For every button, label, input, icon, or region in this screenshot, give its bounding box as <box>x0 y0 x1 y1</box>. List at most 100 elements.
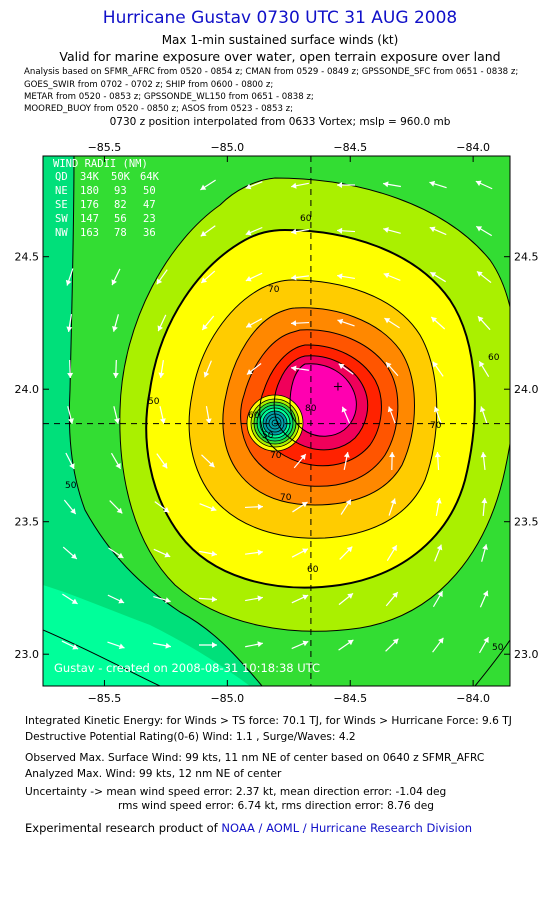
contour-label: 60 <box>488 353 500 363</box>
wind-arrow <box>67 359 74 379</box>
wind-arrow <box>385 638 399 652</box>
wind-arrow <box>62 593 78 605</box>
wind-arrow <box>245 226 263 236</box>
band-90kt <box>290 363 357 437</box>
wind-arrow <box>383 181 401 188</box>
lat-tick-label: 24.0 <box>514 383 539 396</box>
wind-arrow <box>110 452 122 470</box>
lat-tick-label: 23.5 <box>514 516 539 529</box>
wind-arrow <box>389 451 396 471</box>
wind-arrow <box>290 274 310 281</box>
radii-50kt: 50K <box>111 171 131 183</box>
wind-arrow <box>67 406 74 424</box>
eye-contours <box>246 394 304 452</box>
radii-quadrant: SE <box>55 199 68 211</box>
wind-arrow <box>246 362 262 376</box>
wind-arrow <box>203 360 212 378</box>
contour-labels: 60 70 60 50 50 70 60 80 70 50 60 70 50 <box>65 214 504 653</box>
radii-quadrant: NE <box>55 185 68 197</box>
wind-arrow <box>340 499 352 515</box>
wind-arrow <box>387 406 396 424</box>
position-note: 0730 z position interpolated from 0633 V… <box>109 116 451 128</box>
wind-radii-row: NE 180 93 50 <box>55 185 156 197</box>
wind-arrow <box>475 180 493 190</box>
product-credit: Experimental research product of NOAA / … <box>25 821 472 835</box>
wind-arrow <box>290 320 310 327</box>
lon-tick-label: −84.5 <box>333 141 367 154</box>
wind-arrow <box>153 595 171 603</box>
wind-arrow <box>159 406 166 424</box>
lon-tick-label: −84.5 <box>333 692 367 705</box>
wind-arrow <box>198 642 218 649</box>
wind-arrow <box>200 270 216 284</box>
wind-radii-row: QD 34K 50K 64K <box>55 171 160 183</box>
wind-arrow <box>476 270 492 284</box>
radii-64kt: 64K <box>140 171 160 183</box>
eye-ring <box>268 416 282 430</box>
lon-tick-label: −85.0 <box>210 692 244 705</box>
wind-arrow <box>201 315 215 331</box>
wind-arrow <box>63 499 77 515</box>
wind-arrow <box>111 268 121 286</box>
wind-arrow <box>337 318 355 327</box>
max-wind-marker <box>333 382 342 391</box>
map-credit: Gustav - created on 2008-08-31 10:18:38 … <box>54 661 320 675</box>
wind-arrow <box>433 406 442 424</box>
lat-tick-label: 24.5 <box>514 251 539 264</box>
wind-arrow <box>245 272 263 282</box>
wind-arrow <box>154 501 170 513</box>
wind-arrow <box>244 503 264 510</box>
lat-tick-label: 24.0 <box>15 383 40 396</box>
lat-tick-label: 23.0 <box>15 648 40 661</box>
wind-arrow <box>199 550 217 557</box>
contour-60kt <box>119 177 510 632</box>
contour-se-corner <box>474 639 510 686</box>
analysis-line-4: MOORED_BUOY from 0520 - 0850 z; ASOS fro… <box>24 104 294 114</box>
wind-arrow <box>479 590 489 608</box>
contour-label: 70 <box>270 451 282 461</box>
wind-contour-field: 60 70 60 50 50 70 60 80 70 50 60 70 50 W… <box>43 156 510 686</box>
radii-34kt: 147 <box>80 213 99 225</box>
lon-tick-label: −84.0 <box>456 692 490 705</box>
wind-arrow <box>336 227 356 234</box>
wind-arrows <box>61 179 493 654</box>
wind-arrow <box>383 227 401 234</box>
axis-ticks: −85.5 −85.5 −85.0 −85.0 −84.5 −84.5 −84.0 −84.0… <box>15 141 539 705</box>
analysis-line-1: Analysis based on SFMR_AFRC from 0520 - … <box>24 67 519 77</box>
map-frame <box>42 155 511 687</box>
wind-arrow <box>112 359 119 379</box>
wind-arrow <box>245 318 263 328</box>
wind-arrow <box>479 406 488 424</box>
wind-arrow <box>430 271 446 283</box>
wind-arrow <box>339 546 353 560</box>
contour-label: 50 <box>148 397 160 407</box>
wind-arrow <box>62 546 78 560</box>
eye-ring <box>271 419 279 427</box>
wind-arrow <box>432 361 444 377</box>
wind-radii-row: SE 176 82 47 <box>55 199 156 211</box>
wind-arrow <box>383 272 401 281</box>
contour-95kt <box>289 363 357 437</box>
contour-label: 60 <box>300 214 312 224</box>
contour-label: 70 <box>268 285 280 295</box>
contour-label: 70 <box>280 493 292 503</box>
wind-arrow <box>245 641 263 648</box>
radii-64kt: 50 <box>143 185 156 197</box>
contour-90kt <box>273 355 369 451</box>
product-org-link[interactable]: NOAA / AOML / Hurricane Research Divisio… <box>221 821 473 835</box>
contour-70kt <box>188 279 438 539</box>
lon-tick-label: −84.0 <box>456 141 490 154</box>
wind-arrow <box>291 640 309 650</box>
wind-arrow <box>385 591 399 607</box>
radii-50kt: 93 <box>114 185 127 197</box>
observed-max-line: Observed Max. Surface Wind: 99 kts, 11 n… <box>25 752 485 764</box>
wind-arrow <box>107 641 125 650</box>
wind-arrow <box>388 498 397 516</box>
wind-arrow <box>430 316 446 330</box>
wind-arrow <box>429 180 447 189</box>
chart-title: Hurricane Gustav 0730 UTC 31 AUG 2008 <box>102 8 458 28</box>
lon-tick-label: −85.5 <box>88 141 122 154</box>
uncertainty-line-1: Uncertainty -> mean wind speed error: 2.… <box>25 786 447 798</box>
lon-tick-label: −85.5 <box>88 692 122 705</box>
